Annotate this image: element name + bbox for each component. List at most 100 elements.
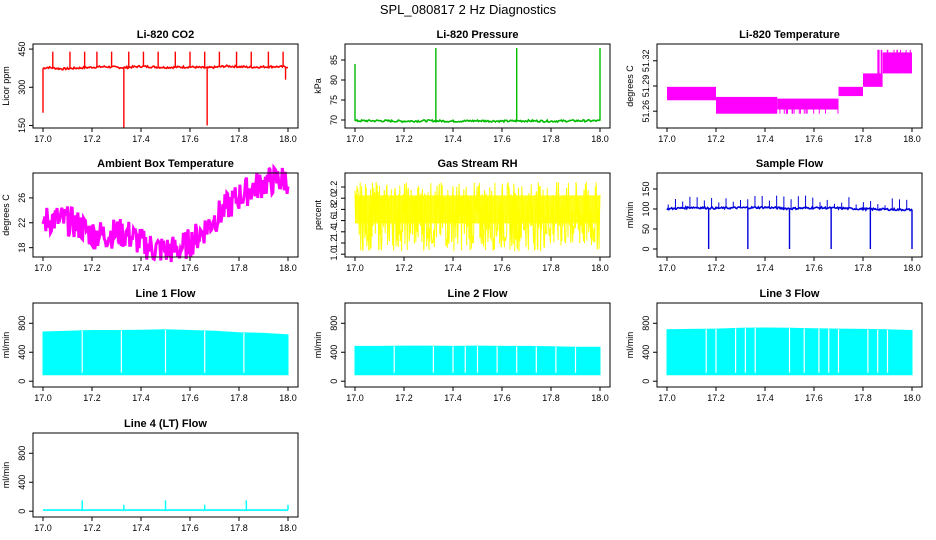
x-tick-label: 18.0 <box>903 263 921 273</box>
y-tick-label: 51.26 <box>641 100 651 123</box>
chart-title: Li-820 Temperature <box>739 29 840 41</box>
x-tick-label: 17.2 <box>395 393 413 403</box>
chart-title: Gas Stream RH <box>437 158 517 170</box>
x-tick-label: 17.0 <box>34 134 52 144</box>
x-tick-label: 17.8 <box>542 393 560 403</box>
x-tick-label: 17.0 <box>34 523 52 533</box>
y-tick-label: 400 <box>17 345 27 360</box>
chart-panel-1: Li-820 CO2 Licor ppm 17.0 17.2 17.4 17.6 17.8 1… <box>1 29 299 144</box>
y-tick-label: 800 <box>329 316 339 331</box>
chart-title: Line 4 (LT) Flow <box>124 418 207 430</box>
y-tick-label: 2.2 <box>329 181 339 194</box>
x-tick-label: 18.0 <box>279 523 297 533</box>
x-tick-label: 17.6 <box>181 263 199 273</box>
chart-title: Sample Flow <box>756 158 824 170</box>
x-tick-label: 17.8 <box>854 393 872 403</box>
chart-panel-2: Li-820 Pressure kPa 17.0 17.2 17.4 17.6 17.8 18… <box>313 29 611 144</box>
y-tick-label: 800 <box>17 446 27 461</box>
x-tick-label: 17.6 <box>181 393 199 403</box>
y-axis-label: ml/min <box>625 332 635 359</box>
x-tick-label: 17.8 <box>230 523 248 533</box>
x-tick-label: 17.8 <box>542 263 560 273</box>
chart-panel-4: Ambient Box Temperature degrees C 17.0 17.2… <box>1 158 299 273</box>
y-tick-label: 1.0 <box>329 248 339 261</box>
x-tick-label: 17.8 <box>230 393 248 403</box>
x-tick-label: 17.4 <box>132 523 150 533</box>
band-mark-1 <box>667 86 716 101</box>
x-tick-label: 17.0 <box>658 134 676 144</box>
x-tick-label: 17.2 <box>83 134 101 144</box>
x-tick-label: 18.0 <box>591 263 609 273</box>
y-tick-label: 800 <box>17 316 27 331</box>
figure-title: SPL_080817 2 Hz Diagnostics <box>380 2 557 17</box>
x-tick-label: 17.0 <box>658 393 676 403</box>
x-tick-label: 17.4 <box>444 134 462 144</box>
y-tick-label: 150 <box>17 118 27 133</box>
chart-panel-5: Gas Stream RH percent 17.0 17.2 17.4 17.6 17.8… <box>313 158 611 273</box>
series-group <box>667 49 912 114</box>
x-tick-label: 17.2 <box>83 393 101 403</box>
y-tick-label: 0 <box>17 379 27 384</box>
series-group <box>42 51 289 128</box>
y-tick-label: 1.2 <box>329 237 339 250</box>
x-tick-label: 17.4 <box>444 393 462 403</box>
x-tick-label: 18.0 <box>279 134 297 144</box>
y-tick-label: 1.4 <box>329 226 339 239</box>
chart-panel-9: Line 3 Flow ml/min 17.0 17.2 17.4 17.6 17.8 18.… <box>625 288 923 403</box>
x-tick-label: 17.8 <box>854 134 872 144</box>
chart-panel-3: Li-820 Temperature degrees C 17.0 17.2 17.4 1… <box>625 29 923 144</box>
y-tick-label: 0 <box>641 246 651 251</box>
plot-frame <box>656 172 923 258</box>
series-group <box>43 500 289 511</box>
chart-title: Line 3 Flow <box>760 288 820 300</box>
x-tick-label: 17.6 <box>805 393 823 403</box>
series-line-1 <box>42 64 289 71</box>
y-axis-label: Licor ppm <box>1 66 11 106</box>
chart-panel-7: Line 1 Flow ml/min 17.0 17.2 17.4 17.6 17.8 18.… <box>1 288 299 403</box>
chart-panel-8: Line 2 Flow ml/min 17.0 17.2 17.4 17.6 17.8 18.… <box>313 288 611 403</box>
x-tick-label: 18.0 <box>903 393 921 403</box>
plot-frame <box>344 43 611 129</box>
chart-title: Line 1 Flow <box>136 288 196 300</box>
y-tick-label: 75 <box>329 95 339 105</box>
x-tick-label: 17.4 <box>132 393 150 403</box>
plot-frame <box>656 302 923 388</box>
x-tick-label: 17.4 <box>132 263 150 273</box>
x-tick-label: 17.6 <box>805 263 823 273</box>
series-group <box>42 329 289 376</box>
y-tick-label: 1.8 <box>329 203 339 216</box>
x-tick-label: 17.2 <box>395 134 413 144</box>
y-tick-label: 1.6 <box>329 214 339 227</box>
x-tick-label: 17.0 <box>34 263 52 273</box>
y-tick-label: 400 <box>17 475 27 490</box>
x-tick-label: 17.6 <box>181 523 199 533</box>
x-tick-label: 17.4 <box>756 134 774 144</box>
plot-frame <box>32 432 299 518</box>
y-tick-label: 51.29 <box>641 75 651 98</box>
x-tick-label: 18.0 <box>591 134 609 144</box>
x-tick-label: 17.0 <box>346 263 364 273</box>
x-tick-label: 17.2 <box>707 134 725 144</box>
band-mark-2 <box>716 96 778 114</box>
x-tick-label: 17.6 <box>493 263 511 273</box>
x-tick-label: 17.8 <box>854 263 872 273</box>
x-tick-label: 17.2 <box>83 263 101 273</box>
chart-title: Li-820 Pressure <box>437 29 519 41</box>
chart-title: Line 2 Flow <box>448 288 508 300</box>
plot-frame <box>32 172 299 258</box>
x-tick-label: 17.4 <box>444 263 462 273</box>
y-tick-label: 300 <box>17 80 27 95</box>
x-tick-label: 17.8 <box>230 134 248 144</box>
y-tick-label: 400 <box>329 345 339 360</box>
x-tick-label: 17.6 <box>493 393 511 403</box>
y-tick-label: 18 <box>17 243 27 253</box>
x-tick-label: 17.4 <box>132 134 150 144</box>
y-tick-label: 450 <box>17 42 27 57</box>
band-mark-3 <box>777 98 839 110</box>
plot-frame <box>32 43 299 129</box>
y-tick-label: 26 <box>17 193 27 203</box>
band-mark-4 <box>838 86 863 97</box>
series-group <box>354 345 601 376</box>
series-group <box>41 163 290 263</box>
